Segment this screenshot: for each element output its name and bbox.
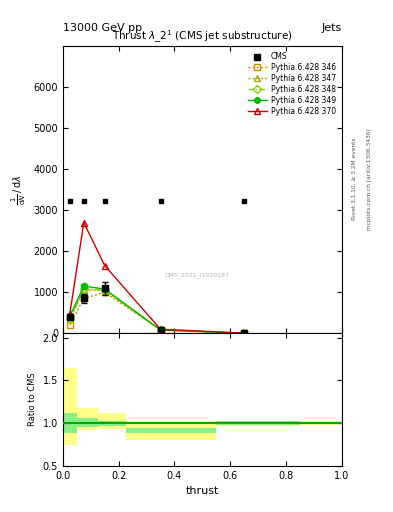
Line: Pythia 6.428 346: Pythia 6.428 346	[67, 289, 247, 336]
Pythia 6.428 347	[242, 330, 247, 336]
Pythia 6.428 346	[81, 295, 86, 302]
Pythia 6.428 348	[242, 330, 247, 336]
Pythia 6.428 370	[81, 220, 86, 226]
Pythia 6.428 346	[102, 289, 107, 295]
Pythia 6.428 349	[158, 327, 163, 333]
Pythia 6.428 348	[158, 327, 163, 333]
Text: Rivet 3.1.10, ≥ 3.2M events: Rivet 3.1.10, ≥ 3.2M events	[352, 138, 357, 221]
Pythia 6.428 370	[158, 326, 163, 332]
Pythia 6.428 347	[68, 316, 72, 322]
Y-axis label: $\frac{1}{\mathrm{d}N}\,/\,\mathrm{d}\lambda$: $\frac{1}{\mathrm{d}N}\,/\,\mathrm{d}\la…	[9, 175, 28, 205]
Pythia 6.428 370	[242, 330, 247, 336]
Pythia 6.428 346	[158, 327, 163, 333]
Pythia 6.428 349	[102, 286, 107, 292]
Pythia 6.428 347	[158, 327, 163, 333]
Pythia 6.428 348	[102, 287, 107, 293]
Pythia 6.428 348	[81, 286, 86, 292]
Title: Thrust $\lambda\_2^1$ (CMS jet substructure): Thrust $\lambda\_2^1$ (CMS jet substruct…	[112, 29, 293, 46]
Pythia 6.428 370	[68, 311, 72, 317]
Text: Jets: Jets	[321, 23, 342, 33]
Y-axis label: Ratio to CMS: Ratio to CMS	[28, 373, 37, 426]
Pythia 6.428 349	[81, 283, 86, 289]
Line: Pythia 6.428 347: Pythia 6.428 347	[67, 287, 247, 336]
Pythia 6.428 347	[102, 287, 107, 293]
Line: Pythia 6.428 370: Pythia 6.428 370	[67, 220, 247, 336]
Legend: CMS, Pythia 6.428 346, Pythia 6.428 347, Pythia 6.428 348, Pythia 6.428 349, Pyt: CMS, Pythia 6.428 346, Pythia 6.428 347,…	[246, 50, 338, 118]
Pythia 6.428 349	[242, 330, 247, 336]
Line: Pythia 6.428 348: Pythia 6.428 348	[67, 286, 247, 336]
Text: mcplots.cern.ch [arXiv:1306.3436]: mcplots.cern.ch [arXiv:1306.3436]	[367, 129, 373, 230]
Line: Pythia 6.428 349: Pythia 6.428 349	[67, 283, 247, 336]
Pythia 6.428 346	[68, 322, 72, 328]
Text: 13000 GeV pp: 13000 GeV pp	[63, 23, 142, 33]
Pythia 6.428 348	[68, 316, 72, 322]
X-axis label: thrust: thrust	[186, 486, 219, 496]
Pythia 6.428 349	[68, 313, 72, 319]
Pythia 6.428 346	[242, 330, 247, 336]
Pythia 6.428 370	[102, 263, 107, 269]
Pythia 6.428 347	[81, 287, 86, 293]
Text: CMS_2021_I1920187: CMS_2021_I1920187	[164, 272, 229, 278]
